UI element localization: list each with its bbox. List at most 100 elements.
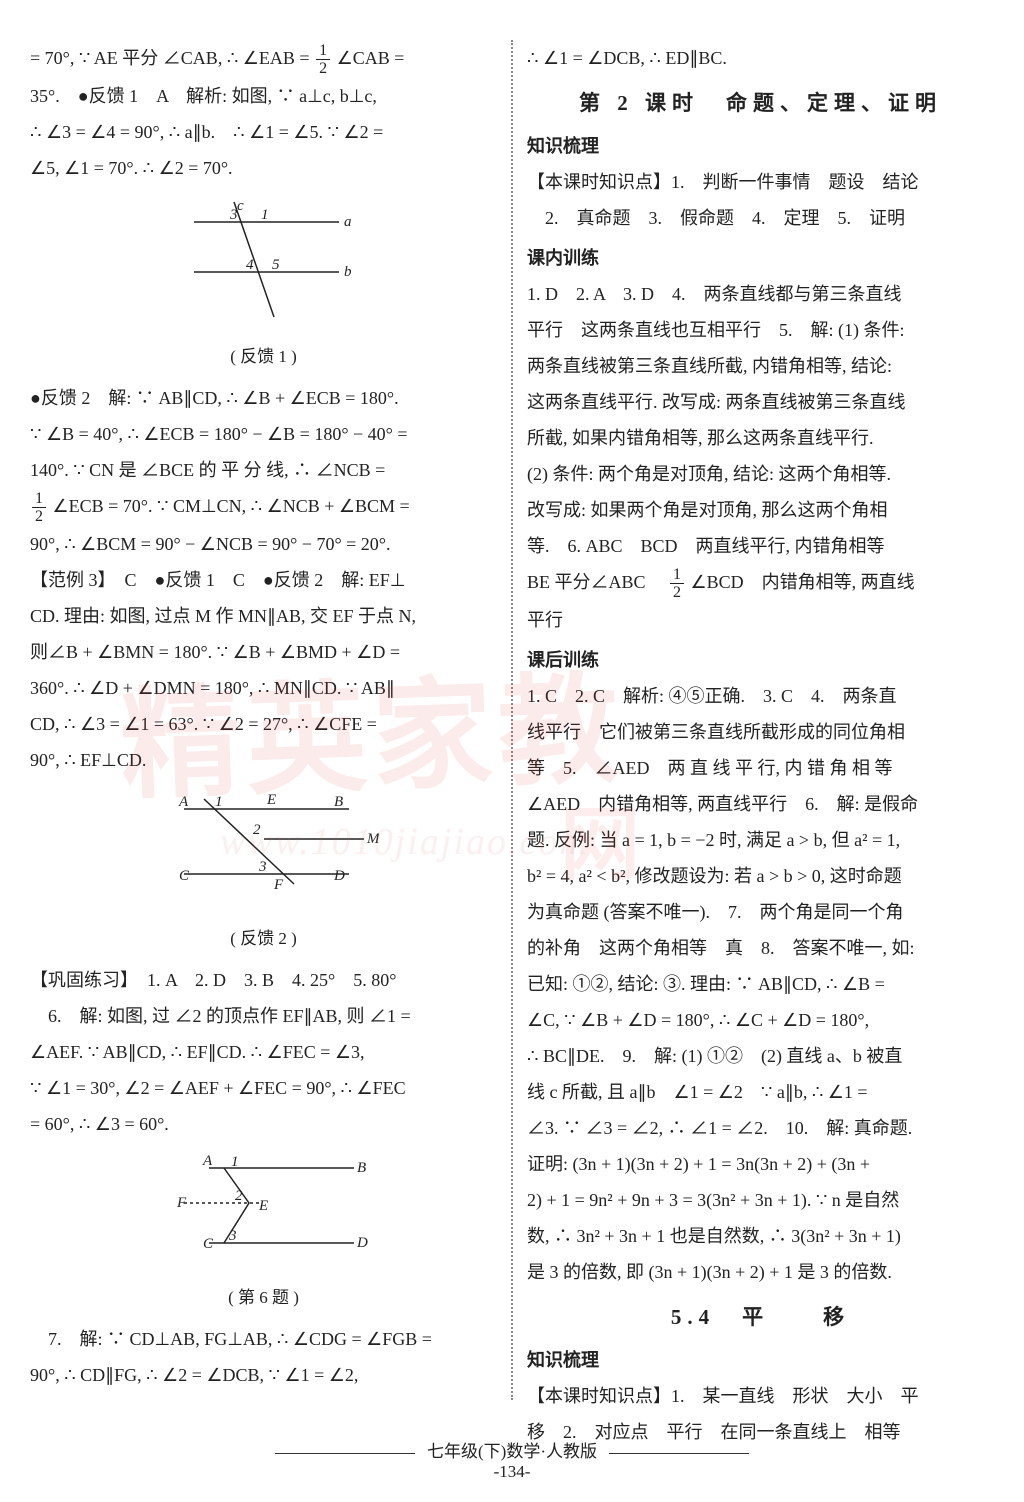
fraction: 1 2: [670, 566, 684, 602]
text-line: CD, ∴ ∠3 = ∠1 = 63°. ∵ ∠2 = 27°, ∴ ∠CFE …: [30, 706, 497, 742]
figure-3: A B C D F E 1 2 3: [30, 1148, 497, 1275]
label-2: 2: [235, 1188, 243, 1204]
right-column: ∴ ∠1 = ∠DCB, ∴ ED∥BC. 第 2 课时 命题、定理、证明 知识…: [527, 40, 994, 1400]
section-title: 知识梳理: [527, 128, 994, 164]
label-E: E: [258, 1198, 268, 1214]
figure-3-caption: ( 第 6 题 ): [30, 1281, 497, 1315]
text-line: 等. 6. ABC BCD 两直线平行, 内错角相等: [527, 528, 994, 564]
text-line: 2. 真命题 3. 假命题 4. 定理 5. 证明: [527, 200, 994, 236]
text-line: ∠AEF. ∵ AB∥CD, ∴ EF∥CD. ∴ ∠FEC = ∠3,: [30, 1034, 497, 1070]
label-F: F: [273, 877, 284, 893]
text-line: 平行: [527, 602, 994, 638]
label-c: c: [237, 198, 244, 214]
figure-1: c a b 3 1 4 5: [30, 192, 497, 334]
label-C: C: [203, 1236, 214, 1252]
text-line: 已知: ①②, 结论: ③. 理由: ∵ AB∥CD, ∴ ∠B =: [527, 966, 994, 1002]
text-line: ∠C, ∵ ∠B + ∠D = 180°, ∴ ∠C + ∠D = 180°,: [527, 1002, 994, 1038]
text-line: BE 平分∠ABC 1 2 ∠BCD 内错角相等, 两直线: [527, 564, 994, 602]
text-line: 90°, ∴ ∠BCM = 90° − ∠NCB = 90° − 70° = 2…: [30, 526, 497, 562]
text: BE 平分∠ABC: [527, 572, 664, 592]
text-line: 90°, ∴ CD∥FG, ∴ ∠2 = ∠DCB, ∵ ∠1 = ∠2,: [30, 1357, 497, 1393]
lesson-heading: 第 2 课时 命题、定理、证明: [527, 82, 994, 124]
label-C: C: [179, 868, 190, 884]
text-line: 6. 解: 如图, 过 ∠2 的顶点作 EF∥AB, 则 ∠1 =: [30, 998, 497, 1034]
text-line: 360°. ∴ ∠D + ∠DMN = 180°, ∴ MN∥CD. ∵ AB∥: [30, 670, 497, 706]
text-line: 证明: (3n + 1)(3n + 2) + 1 = 3n(3n + 2) + …: [527, 1146, 994, 1182]
column-divider: [511, 40, 513, 1400]
text-line: 7. 解: ∵ CD⊥AB, FG⊥AB, ∴ ∠CDG = ∠FGB =: [30, 1321, 497, 1357]
page-footer: 七年级(下)数学·人教版 -134-: [0, 1437, 1024, 1482]
text-line: 为真命题 (答案不唯一). 7. 两个角是同一个角: [527, 894, 994, 930]
text: ∠ECB = 70°. ∵ CM⊥CN, ∴ ∠NCB + ∠BCM =: [53, 496, 410, 516]
text-line: 两条直线被第三条直线所截, 内错角相等, 结论:: [527, 348, 994, 384]
text-line: 90°, ∴ EF⊥CD.: [30, 742, 497, 778]
text-line: 【本课时知识点】1. 某一直线 形状 大小 平: [527, 1378, 994, 1414]
label-4: 4: [246, 257, 254, 273]
text-line: 1 2 ∠ECB = 70°. ∵ CM⊥CN, ∴ ∠NCB + ∠BCM =: [30, 488, 497, 526]
text-line: 35°. ●反馈 1 A 解析: 如图, ∵ a⊥c, b⊥c,: [30, 78, 497, 114]
denominator: 2: [670, 584, 684, 602]
text-line: 平行 这两条直线也互相平行 5. 解: (1) 条件:: [527, 312, 994, 348]
label-A: A: [202, 1153, 213, 1169]
label-b: b: [344, 264, 352, 280]
text-line: 这两条直线平行. 改写成: 两条直线被第三条直线: [527, 384, 994, 420]
text-line: 2) + 1 = 9n² + 9n + 3 = 3(3n² + 3n + 1).…: [527, 1182, 994, 1218]
numerator: 1: [316, 42, 330, 61]
text-line: ∠5, ∠1 = 70°. ∴ ∠2 = 70°.: [30, 150, 497, 186]
footer-text: 七年级(下)数学·人教版: [427, 1442, 597, 1461]
text-line: = 70°, ∵ AE 平分 ∠CAB, ∴ ∠EAB = 1 2 ∠CAB =: [30, 40, 497, 78]
text-line: 是 3 的倍数, 即 (3n + 1)(3n + 2) + 1 是 3 的倍数.: [527, 1254, 994, 1290]
watermark-url: www.1010jiajiao.com: [220, 820, 589, 864]
text-line: 1. D 2. A 3. D 4. 两条直线都与第三条直线: [527, 276, 994, 312]
label-B: B: [334, 794, 343, 810]
text-line: ∵ ∠1 = 30°, ∠2 = ∠AEF + ∠FEC = 90°, ∴ ∠F…: [30, 1070, 497, 1106]
text-line: 【范例 3】 C ●反馈 1 C ●反馈 2 解: EF⊥: [30, 562, 497, 598]
label-3: 3: [229, 207, 238, 223]
text-line: ∠3. ∵ ∠3 = ∠2, ∴ ∠1 = ∠2. 10. 解: 真命题.: [527, 1110, 994, 1146]
text-line: 所截, 如果内错角相等, 那么这两条直线平行.: [527, 420, 994, 456]
text-line: CD. 理由: 如图, 过点 M 作 MN∥AB, 交 EF 于点 N,: [30, 598, 497, 634]
page-content: = 70°, ∵ AE 平分 ∠CAB, ∴ ∠EAB = 1 2 ∠CAB =…: [30, 40, 994, 1400]
section-title: 课后训练: [527, 642, 994, 678]
label-D: D: [333, 868, 345, 884]
label-E: E: [266, 792, 276, 808]
text-line: 1. C 2. C 解析: ④⑤正确. 3. C 4. 两条直: [527, 678, 994, 714]
label-A: A: [178, 794, 189, 810]
text-line: ∵ ∠B = 40°, ∴ ∠ECB = 180° − ∠B = 180° − …: [30, 416, 497, 452]
text: ∠BCD 内错角相等, 两直线: [691, 572, 915, 592]
fraction: 1 2: [32, 490, 46, 526]
text: ∠CAB =: [337, 48, 405, 68]
text-line: 【巩固练习】 1. A 2. D 3. B 4. 25° 5. 80°: [30, 962, 497, 998]
left-column: = 70°, ∵ AE 平分 ∠CAB, ∴ ∠EAB = 1 2 ∠CAB =…: [30, 40, 497, 1400]
text-line: = 60°, ∴ ∠3 = 60°.: [30, 1106, 497, 1142]
label-B: B: [357, 1160, 366, 1176]
figure-1-caption: ( 反馈 1 ): [30, 340, 497, 374]
numerator: 1: [32, 490, 46, 509]
label-a: a: [344, 214, 352, 230]
label-3: 3: [228, 1228, 237, 1244]
section-title: 课内训练: [527, 240, 994, 276]
label-D: D: [356, 1235, 368, 1251]
footer-rule: [275, 1453, 415, 1454]
section-title: 知识梳理: [527, 1342, 994, 1378]
text-line: ∴ ∠3 = ∠4 = 90°, ∴ a∥b. ∴ ∠1 = ∠5. ∵ ∠2 …: [30, 114, 497, 150]
footer-rule: [609, 1453, 749, 1454]
text-line: ∴ ∠1 = ∠DCB, ∴ ED∥BC.: [527, 40, 994, 76]
text-line: 数, ∴ 3n² + 3n + 1 也是自然数, ∴ 3(3n² + 3n + …: [527, 1218, 994, 1254]
text-line: 线 c 所截, 且 a∥b ∠1 = ∠2 ∵ a∥b, ∴ ∠1 =: [527, 1074, 994, 1110]
figure-2-caption: ( 反馈 2 ): [30, 922, 497, 956]
numerator: 1: [670, 566, 684, 585]
label-1: 1: [215, 794, 223, 810]
fraction: 1 2: [316, 42, 330, 78]
label-1: 1: [261, 207, 269, 223]
page-number: -134-: [494, 1462, 531, 1481]
text-line: 则∠B + ∠BMN = 180°. ∵ ∠B + ∠BMD + ∠D =: [30, 634, 497, 670]
label-1: 1: [231, 1154, 239, 1170]
text-line: 线平行 它们被第三条直线所截形成的同位角相: [527, 714, 994, 750]
text-line: 140°. ∵ CN 是 ∠BCE 的 平 分 线, ∴ ∠NCB =: [30, 452, 497, 488]
text-line: 的补角 这两个角相等 真 8. 答案不唯一, 如:: [527, 930, 994, 966]
denominator: 2: [32, 508, 46, 526]
label-F: F: [176, 1195, 187, 1211]
text-line: (2) 条件: 两个角是对顶角, 结论: 这两个角相等.: [527, 456, 994, 492]
label-5: 5: [272, 257, 280, 273]
